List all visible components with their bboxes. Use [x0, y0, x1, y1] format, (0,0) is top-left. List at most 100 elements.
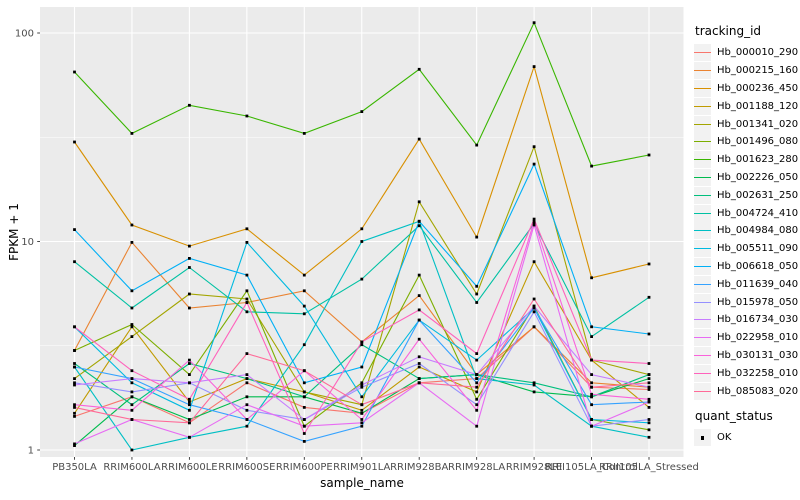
legend-entries: Hb_000010_290 Hb_000215_160 Hb_000236_450 H…: [694, 44, 800, 400]
legend-entry-label: Hb_022958_010: [717, 332, 799, 344]
data-point: [245, 289, 249, 293]
data-point: [188, 292, 191, 296]
data-point: [302, 289, 306, 293]
data-point: [188, 381, 191, 385]
data-point: [590, 325, 593, 329]
legend-entry-label: Hb_016734_030: [717, 314, 799, 326]
data-point: [130, 323, 134, 326]
data-point: [532, 304, 536, 308]
data-point: [647, 332, 651, 336]
data-point: [360, 424, 364, 428]
data-point: [360, 421, 364, 425]
legend-entry-label: Hb_011639_040: [717, 278, 799, 290]
data-point: [590, 335, 593, 338]
data-point: [245, 301, 249, 304]
data-point: [590, 373, 593, 376]
data-point: [360, 227, 364, 231]
data-point: [245, 114, 249, 118]
data-point: [475, 408, 479, 412]
data-point: [417, 200, 421, 204]
series-color-key-icon: [694, 346, 711, 364]
data-point: [302, 424, 306, 428]
data-point: [360, 240, 364, 243]
data-point: [590, 418, 593, 421]
series-color-key-icon: [694, 133, 711, 151]
series-color-key-icon: [694, 222, 711, 240]
data-point: [360, 408, 364, 412]
data-point: [73, 415, 76, 418]
data-point: [360, 340, 364, 344]
y-tick-label: 100: [15, 29, 34, 40]
legend-entry-Hb_001496_080: Hb_001496_080: [694, 133, 800, 151]
data-point: [130, 241, 134, 244]
black-square-key-icon: [694, 429, 711, 447]
data-point: [475, 385, 479, 389]
data-point: [417, 355, 421, 359]
x-tick-label: RRIM600LA: [103, 462, 160, 473]
data-point: [188, 257, 191, 260]
data-point: [475, 373, 479, 376]
data-point: [245, 395, 249, 399]
data-point: [73, 140, 76, 144]
legend-entry-label: Hb_000236_450: [717, 82, 799, 94]
data-point: [73, 383, 76, 387]
data-point: [475, 301, 479, 304]
data-point: [73, 377, 76, 380]
data-point: [245, 373, 249, 376]
legend-title: tracking_id: [695, 24, 762, 38]
data-point: [130, 306, 134, 310]
data-point: [188, 397, 191, 401]
legend-entry-label: Hb_000010_290: [717, 47, 799, 59]
legend-entry-Hb_005511_090: Hb_005511_090: [694, 240, 800, 258]
data-point: [360, 418, 364, 421]
legend-entry-Hb_000236_450: Hb_000236_450: [694, 79, 800, 98]
quant-status-legend-title: quant_status: [695, 408, 773, 423]
data-point: [647, 397, 651, 401]
data-point: [245, 227, 249, 231]
series-color-key-icon: [694, 311, 711, 329]
legend-entry-label: Hb_032258_010: [717, 367, 799, 379]
data-point: [647, 400, 651, 404]
data-point: [417, 365, 421, 369]
data-point: [73, 442, 76, 446]
data-point: [130, 132, 134, 135]
x-tick-label: PB350LA: [52, 462, 97, 473]
data-point: [532, 65, 536, 68]
data-point: [130, 223, 134, 227]
x-tick-label: RRIM600LE: [161, 462, 217, 473]
data-point: [245, 297, 249, 301]
series-color-key-icon: [694, 204, 711, 222]
data-point: [590, 403, 593, 407]
y-axis-title: FPKM + 1: [7, 203, 21, 261]
data-point: [647, 388, 651, 391]
legend-entry-Hb_004984_080: Hb_004984_080: [694, 222, 800, 240]
data-point: [475, 143, 479, 147]
data-point: [417, 381, 421, 385]
legend-entry-Hb_022958_010: Hb_022958_010: [694, 329, 800, 347]
data-point: [532, 162, 536, 166]
data-point: [532, 390, 536, 394]
data-point: [532, 381, 536, 385]
data-point: [590, 358, 593, 362]
data-point: [73, 365, 76, 369]
data-point: [417, 219, 421, 223]
data-point: [647, 418, 651, 421]
legend-entry-label: Hb_002226_050: [717, 171, 799, 183]
data-point: [73, 411, 76, 415]
data-point: [475, 381, 479, 385]
data-point: [73, 70, 76, 74]
data-point: [475, 424, 479, 428]
data-point: [130, 289, 134, 293]
legend-entry-label: Hb_030131_030: [717, 349, 799, 361]
legend-entry-Hb_011639_040: Hb_011639_040: [694, 275, 800, 293]
data-point: [302, 390, 306, 394]
data-point: [302, 418, 306, 421]
data-point: [417, 273, 421, 277]
data-point: [360, 411, 364, 415]
series-color-key-icon: [694, 364, 711, 382]
series-color-key-icon: [694, 293, 711, 311]
data-point: [360, 381, 364, 385]
series-color-key-icon: [694, 151, 711, 169]
data-point: [647, 406, 651, 409]
